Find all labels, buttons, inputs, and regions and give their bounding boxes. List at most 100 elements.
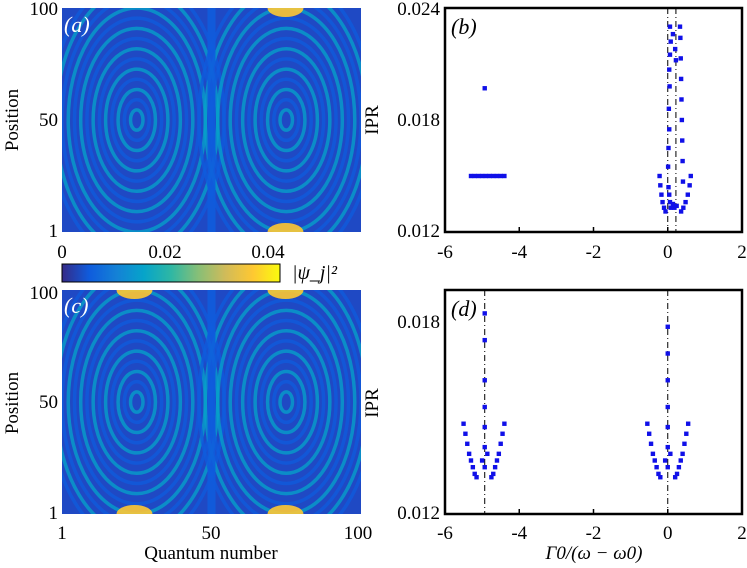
ytick-b-0018: 0.018 [397,110,440,131]
data-point [498,173,503,179]
ring [240,46,332,194]
ring [78,308,195,496]
data-point [678,56,683,61]
data-point [656,471,661,477]
data-point [665,378,670,383]
xlabel-d: Γ0/(ω − ω0) [545,543,643,564]
panel-label-c: (c) [64,293,88,318]
data-point [461,421,466,426]
data-point [502,421,507,426]
xtick-label: 0 [663,242,673,263]
xticks-b: -6 -4 -2 0 2 [437,227,747,263]
xtick-label: -4 [511,523,527,544]
colorbar-tick-0: 0 [57,242,67,263]
data-point [665,444,670,450]
data-point [665,324,670,329]
ring [116,369,158,435]
data-point [500,431,505,436]
data-point [666,185,671,190]
data-point [666,145,671,151]
center-band [207,290,216,514]
xtick-label: 0 [663,523,673,544]
ytick-c-50: 50 [39,392,58,413]
ring [253,349,320,455]
data-point [670,31,676,37]
ring [265,369,307,435]
data-point [668,39,673,44]
data-point [476,173,481,179]
data-point [650,451,656,457]
ring [222,298,351,506]
panel-label-b: (b) [451,14,477,39]
xtick-label: -2 [586,523,602,544]
data-point [492,464,498,470]
xtick-label: -4 [511,242,527,263]
data-point [661,205,667,210]
heatA-texture [62,8,361,232]
ring [265,87,307,153]
xtick-label: 2 [737,523,747,544]
hotspot [116,290,153,299]
data-point [652,458,657,463]
ring [97,339,176,465]
data-point [667,192,672,197]
data-point [646,431,652,436]
data-point [494,173,500,179]
data-point [658,475,663,480]
data-point [684,431,689,436]
ytick-a-50: 50 [39,110,58,131]
hotspot [267,290,304,299]
ring [247,57,326,183]
xticks-d: -6 -4 -2 0 2 [437,509,747,544]
ring [197,8,361,232]
ring [215,290,357,514]
data-point [472,471,477,477]
ring [128,108,145,132]
ring [259,77,313,163]
ring [215,8,357,232]
ring [122,379,151,425]
data-point [682,441,687,446]
data-point [668,451,673,457]
data-point [665,424,670,430]
data-point [674,203,679,209]
data-point [666,106,672,111]
ring [234,318,338,486]
data-point [491,173,496,179]
hotspot [267,223,304,232]
ytick-d-0012: 0.012 [397,503,440,524]
data-point [482,337,487,343]
colorbar-label: |ψ_j|² [292,262,338,284]
data-point [482,444,487,450]
data-point [466,451,472,457]
data-point [496,451,502,457]
data-point [680,138,685,143]
data-point [672,46,678,52]
data-point [502,173,507,179]
ring [97,57,176,183]
ytick-b-0012: 0.012 [397,221,440,242]
ring [253,67,320,173]
data-point [465,441,470,446]
data-point [678,76,684,82]
data-point [463,431,468,436]
center-band [207,8,216,232]
data-point [472,173,477,179]
ring [110,77,164,163]
ring [116,87,158,153]
ring [272,379,301,425]
data-point [665,464,670,470]
colorbar-tick-002: 0.02 [148,242,181,263]
panel-a: (a) 100 50 1 Position [2,0,361,242]
xtick-label: -6 [437,523,453,544]
ring [103,67,170,173]
data-point [685,192,690,197]
xtick-c-100: 100 [344,523,373,544]
data-point [667,52,673,57]
ring [278,108,295,132]
data-point [678,35,683,41]
data-point [676,464,682,470]
data-point [468,173,474,179]
data-point [482,378,487,383]
data-point [667,84,672,89]
